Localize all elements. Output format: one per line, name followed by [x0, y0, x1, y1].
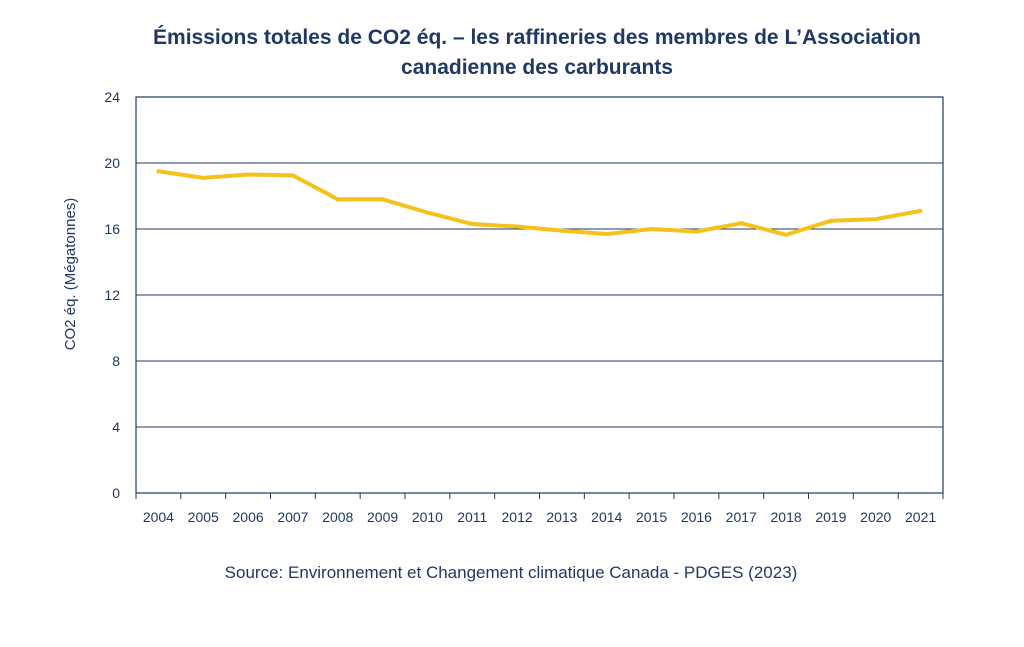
data-point-2011 — [470, 222, 475, 227]
data-point-2018 — [784, 232, 789, 237]
data-point-2012 — [515, 224, 520, 229]
data-point-2005 — [201, 175, 206, 180]
data-point-2004 — [156, 169, 161, 174]
x-tick-label: 2020 — [860, 509, 891, 525]
chart-title-line1: Émissions totales de CO2 éq. – les raffi… — [153, 26, 921, 49]
y-tick-label: 4 — [112, 419, 120, 435]
plot-frame — [135, 96, 944, 494]
data-point-2013 — [559, 228, 564, 233]
y-tick-label: 0 — [112, 485, 120, 501]
x-tick-label: 2012 — [502, 509, 533, 525]
data-point-2007 — [290, 173, 295, 178]
y-tick-label: 12 — [104, 287, 120, 303]
x-tick-label: 2019 — [815, 509, 846, 525]
data-points — [156, 169, 923, 237]
series-lines — [156, 169, 923, 237]
x-tick-label: 2009 — [367, 509, 398, 525]
y-tick-label: 20 — [104, 155, 120, 171]
data-point-2015 — [649, 227, 654, 231]
data-point-2006 — [246, 172, 251, 177]
data-point-2017 — [739, 221, 744, 226]
y-tick-label: 16 — [104, 221, 120, 237]
x-tick-label: 2021 — [905, 509, 936, 525]
y-tick-labels: 0 4 8 12 16 20 24 — [104, 89, 120, 501]
y-axis-title: CO2 éq. (Mégatonnes) — [62, 198, 79, 351]
data-point-2021 — [918, 208, 923, 213]
y-tick-label: 24 — [104, 89, 120, 105]
data-point-2008 — [335, 197, 340, 202]
x-tick-label: 2008 — [322, 509, 353, 525]
data-point-2016 — [694, 229, 699, 234]
source-note: Source: Environnement et Changement clim… — [225, 563, 798, 582]
x-tick-labels: 2004 2005 2006 2007 2008 2009 2010 2011 2012 2013… — [143, 509, 937, 525]
x-tick-label: 2006 — [233, 509, 264, 525]
x-tick-label: 2018 — [771, 509, 802, 525]
x-tick-label: 2015 — [636, 509, 667, 525]
series-line-0 — [156, 169, 923, 237]
x-tick-label: 2014 — [591, 509, 622, 525]
x-tick-label: 2011 — [457, 509, 487, 525]
x-tick-label: 2007 — [277, 509, 308, 525]
gridlines — [136, 162, 943, 428]
data-point-2014 — [604, 231, 609, 236]
data-point-2020 — [873, 217, 878, 222]
data-point-2010 — [425, 210, 430, 215]
x-tick-label: 2005 — [188, 509, 219, 525]
x-tick-label: 2013 — [546, 509, 577, 525]
data-point-2019 — [828, 218, 833, 223]
y-tick-label: 8 — [112, 353, 120, 369]
x-tick-label: 2010 — [412, 509, 443, 525]
x-tick-label: 2004 — [143, 509, 174, 525]
chart-title-line2: canadienne des carburants — [401, 56, 673, 79]
x-tick-label: 2017 — [726, 509, 757, 525]
x-tick-marks — [135, 493, 944, 499]
x-tick-label: 2016 — [681, 509, 712, 525]
data-point-2009 — [380, 197, 385, 202]
